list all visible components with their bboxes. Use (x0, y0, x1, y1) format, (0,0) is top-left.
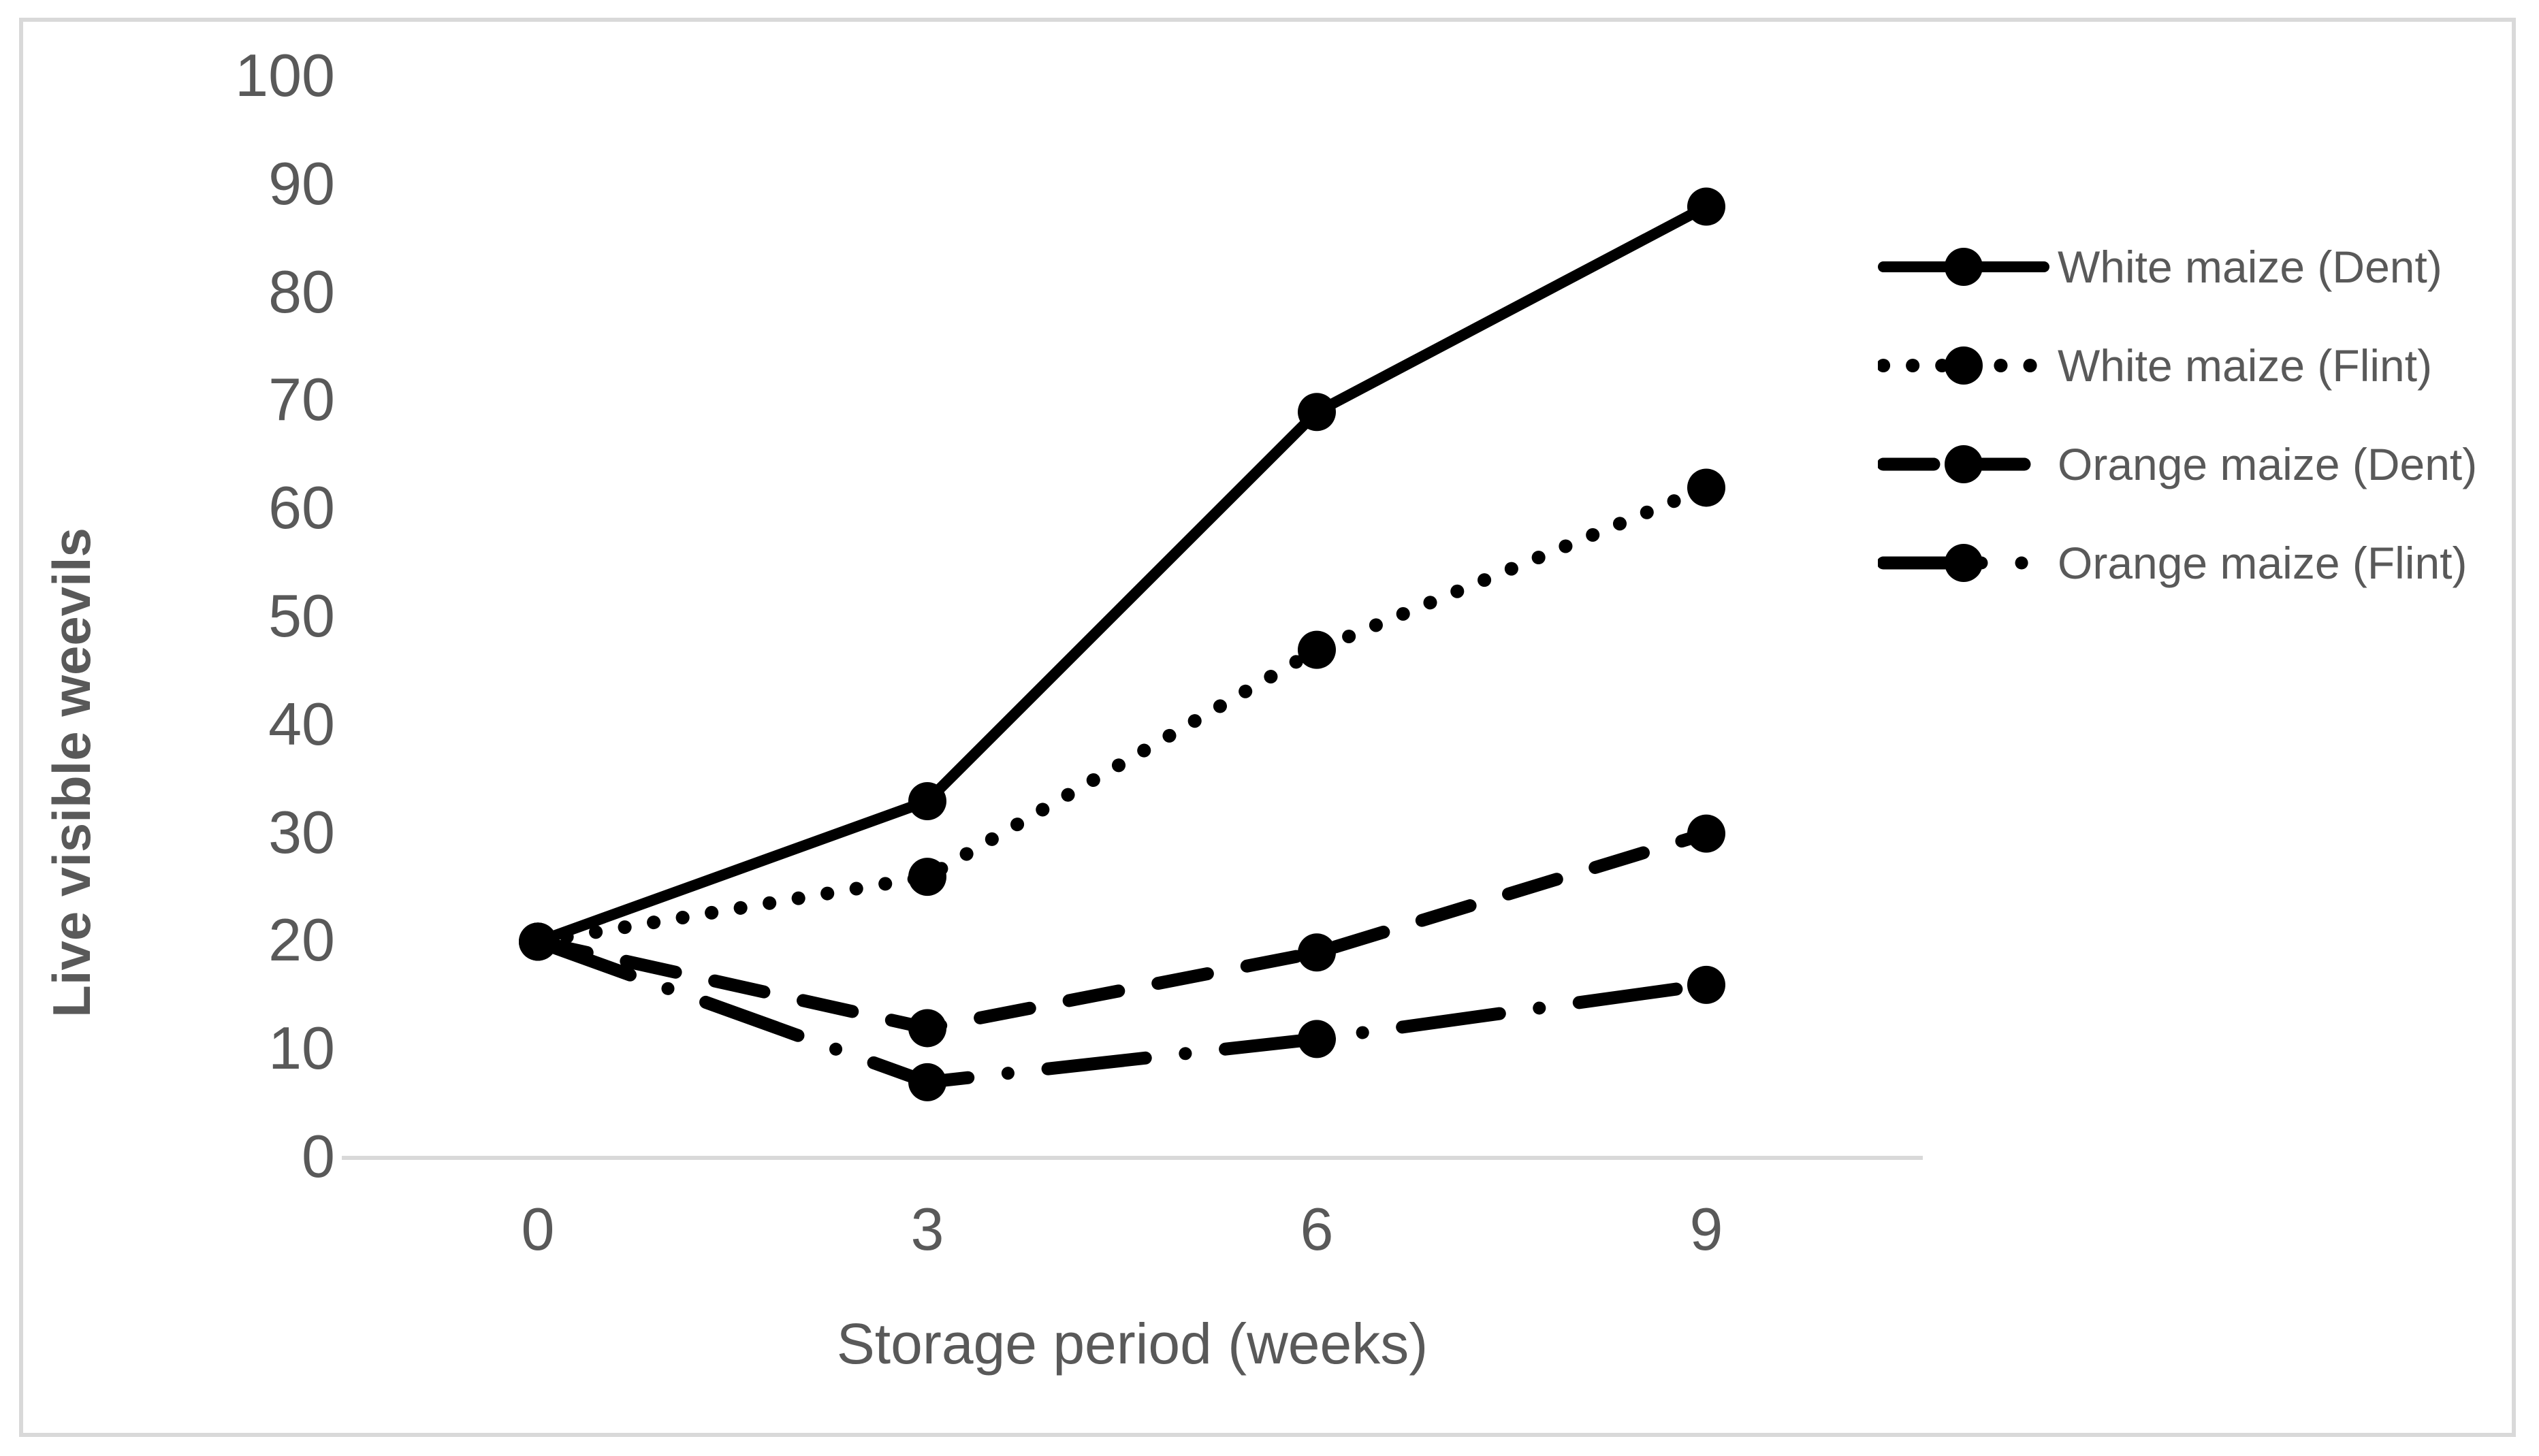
data-point-marker (1298, 933, 1336, 972)
data-point-marker (1687, 187, 1725, 226)
y-tick-label-50: 50 (268, 582, 335, 650)
x-axis-title: Storage period (weeks) (836, 1312, 1428, 1376)
legend-label: Orange maize (Flint) (2058, 538, 2468, 588)
y-tick-label-30: 30 (268, 798, 335, 866)
legend-marker-sample (1945, 445, 1983, 483)
data-point-marker (908, 781, 946, 820)
y-tick-label-0: 0 (302, 1122, 335, 1191)
legend-label: Orange maize (Dent) (2058, 439, 2478, 489)
legend-swatch-dotted (1878, 346, 2049, 385)
y-tick-label-10: 10 (268, 1014, 335, 1082)
legend-item-1: White maize (Flint) (1878, 335, 2432, 396)
y-tick-label-40: 40 (268, 690, 335, 758)
legend-label: White maize (Flint) (2058, 340, 2433, 391)
y-axis-title: Live visible weevils (42, 528, 101, 1018)
legend-marker-sample (1945, 346, 1983, 385)
legend-item-2: Orange maize (Dent) (1878, 434, 2477, 495)
data-point-marker (1298, 1020, 1336, 1058)
series-line-0 (532, 201, 1712, 948)
legend-marker-sample (1945, 544, 1983, 582)
series-line-1 (531, 481, 1713, 949)
data-point-marker (1687, 468, 1725, 507)
x-tick-label-0: 0 (521, 1195, 555, 1263)
legend-label: White maize (Dent) (2058, 242, 2442, 292)
y-tick-label-90: 90 (268, 150, 335, 218)
y-tick-label-80: 80 (268, 257, 335, 325)
series-line-3 (531, 935, 1713, 1089)
legend-swatch-solid (1878, 248, 2049, 286)
legend-swatch-dash-dot (1878, 544, 2049, 582)
y-tick-label-70: 70 (268, 366, 335, 434)
series-line-2 (531, 827, 1713, 1035)
x-tick-label-6: 6 (1300, 1195, 1334, 1263)
y-tick-label-20: 20 (268, 906, 335, 974)
data-point-marker (1687, 814, 1725, 853)
data-point-marker (1298, 630, 1336, 669)
legend-marker-sample (1945, 248, 1983, 286)
figure-border (19, 18, 2516, 1437)
data-point-marker (908, 858, 946, 896)
y-tick-label-100: 100 (235, 42, 335, 110)
data-point-marker (908, 1009, 946, 1048)
x-tick-label-3: 3 (910, 1195, 944, 1263)
data-point-marker (1687, 965, 1725, 1004)
data-point-marker (908, 1063, 946, 1101)
y-tick-label-60: 60 (268, 474, 335, 542)
legend-item-3: Orange maize (Flint) (1878, 532, 2468, 594)
legend-swatch-dashed (1878, 445, 2049, 483)
x-tick-label-9: 9 (1689, 1195, 1723, 1263)
data-point-marker (1298, 393, 1336, 432)
legend-item-0: White maize (Dent) (1878, 236, 2442, 297)
data-point-marker (519, 922, 557, 961)
